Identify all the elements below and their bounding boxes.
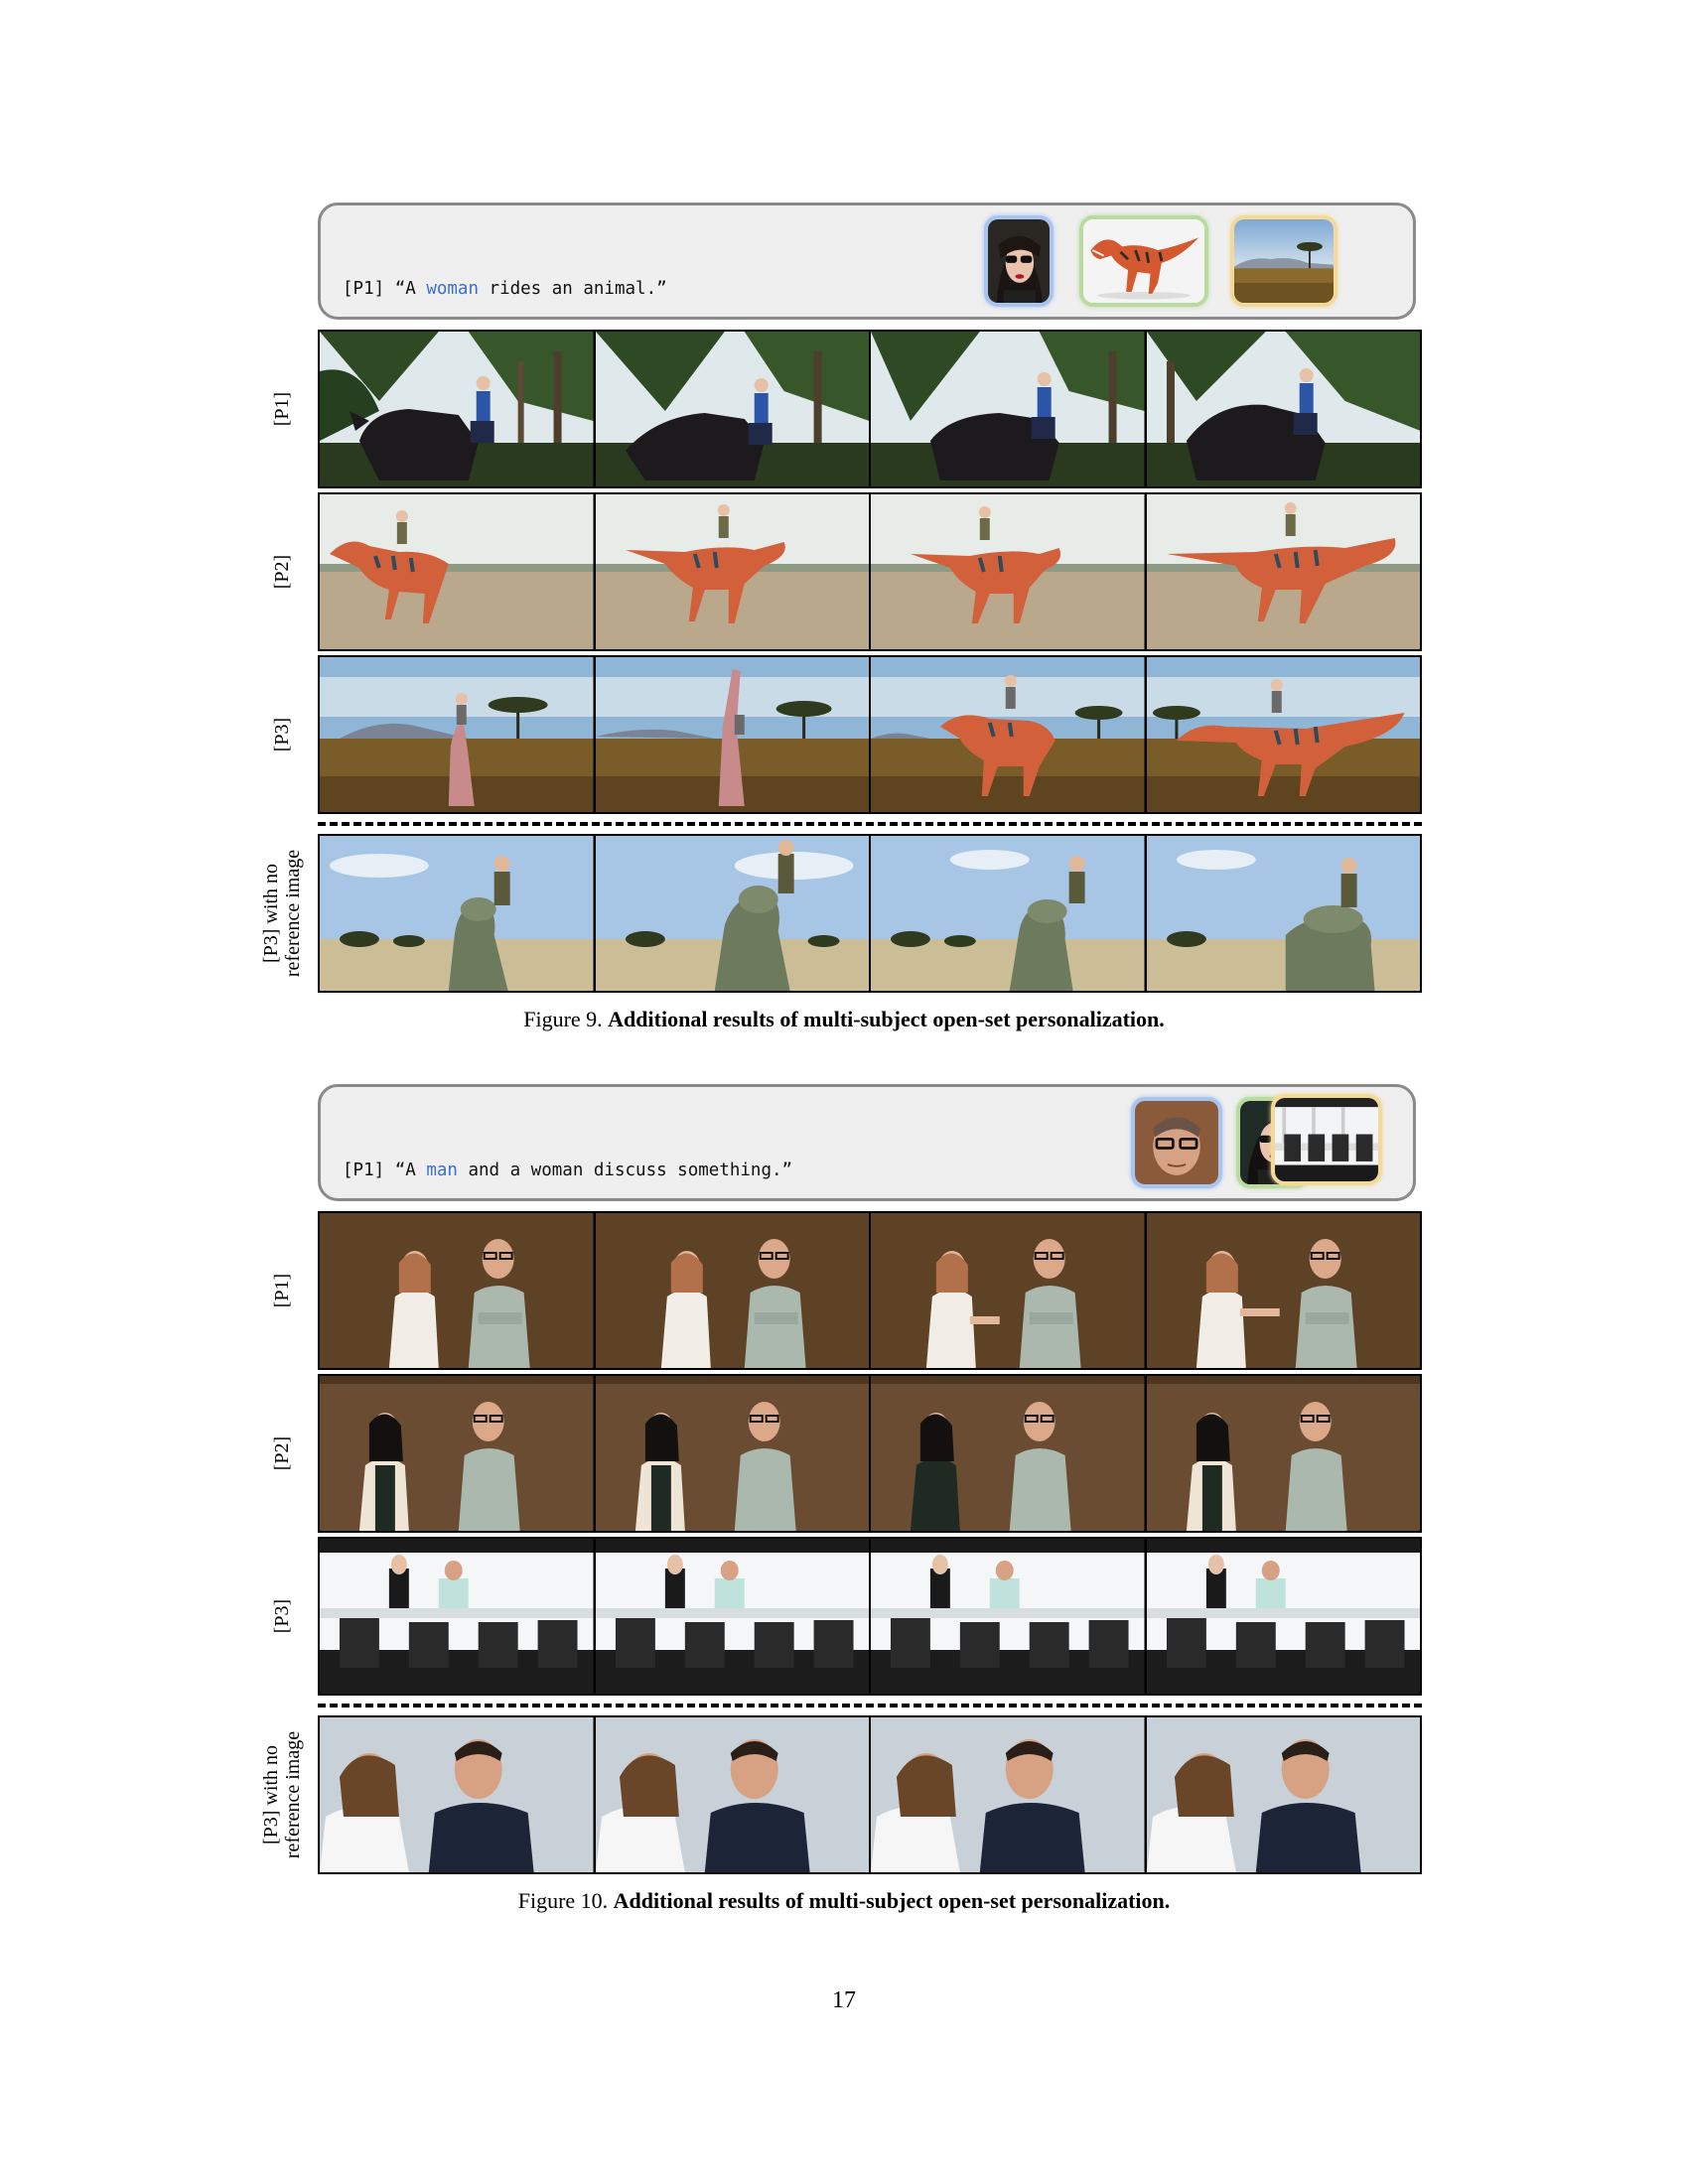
reference-image-man [1131, 1097, 1222, 1188]
result-row-no-reference [318, 834, 1422, 993]
video-frame [1146, 494, 1420, 649]
video-frame [871, 836, 1147, 991]
prompt-box: [P1] “A man and a woman discuss somethin… [318, 1084, 1416, 1341]
reference-image-woman [984, 215, 1054, 307]
reference-image-field [1230, 215, 1337, 307]
video-frame [595, 1717, 871, 1872]
result-row-p1 [318, 1211, 1422, 1370]
video-frame [1146, 1717, 1420, 1872]
video-frame [320, 332, 596, 486]
video-frame [320, 1213, 596, 1368]
row-label: [P2] [271, 1435, 293, 1471]
figure-caption: Figure 9. Additional results of multi-su… [523, 1007, 1165, 1031]
video-frame [871, 332, 1147, 486]
result-row-p2 [318, 492, 1422, 651]
video-frame [320, 1376, 596, 1531]
video-frame [1146, 1539, 1420, 1694]
separator-dashed-line [318, 1704, 1422, 1707]
video-frame [595, 1213, 871, 1368]
video-frame [320, 836, 596, 991]
video-frame [1146, 1213, 1420, 1368]
video-frame [595, 332, 871, 486]
result-row-p1 [318, 330, 1422, 488]
separator-dashed-line [318, 822, 1422, 826]
video-frame [1146, 836, 1420, 991]
video-frame [320, 1539, 596, 1694]
row-label: [P1] [271, 1273, 293, 1308]
row-label: [P2] [271, 554, 293, 590]
video-frame [871, 657, 1147, 812]
row-label: [P3] [271, 717, 293, 752]
video-frame [871, 1213, 1147, 1368]
video-frame [871, 1717, 1147, 1872]
video-frame [1146, 1376, 1420, 1531]
figure-caption: Figure 10. Additional results of multi-s… [517, 1888, 1171, 1913]
reference-image-meeting-room [1271, 1094, 1382, 1185]
row-label: [P3] with no reference image [260, 849, 304, 978]
result-row-no-reference [318, 1715, 1422, 1874]
video-frame [595, 1539, 871, 1694]
row-label: [P3] with no reference image [260, 1730, 304, 1859]
video-frame [595, 657, 871, 812]
row-label: [P1] [271, 391, 293, 427]
video-frame [871, 494, 1147, 649]
prompt-line: [P1] “A woman rides an animal.” [343, 279, 667, 299]
video-frame [1146, 657, 1420, 812]
video-frame [320, 494, 596, 649]
result-row-p2 [318, 1374, 1422, 1533]
video-frame [595, 1376, 871, 1531]
video-frame [871, 1539, 1147, 1694]
video-frame [595, 836, 871, 991]
video-frame [871, 1376, 1147, 1531]
prompt-line: [P1] “A man and a woman discuss somethin… [343, 1160, 793, 1180]
video-frame [320, 1717, 596, 1872]
page-number: 17 [832, 1987, 856, 2013]
video-frame [595, 494, 871, 649]
result-row-p3 [318, 1537, 1422, 1696]
video-frame [320, 657, 596, 812]
row-label: [P3] [271, 1598, 293, 1634]
result-row-p3 [318, 655, 1422, 814]
video-frame [1146, 332, 1420, 486]
reference-image-dinosaur [1079, 215, 1208, 307]
prompt-box: [P1] “A woman rides an animal.” [P2] “A … [318, 203, 1416, 460]
